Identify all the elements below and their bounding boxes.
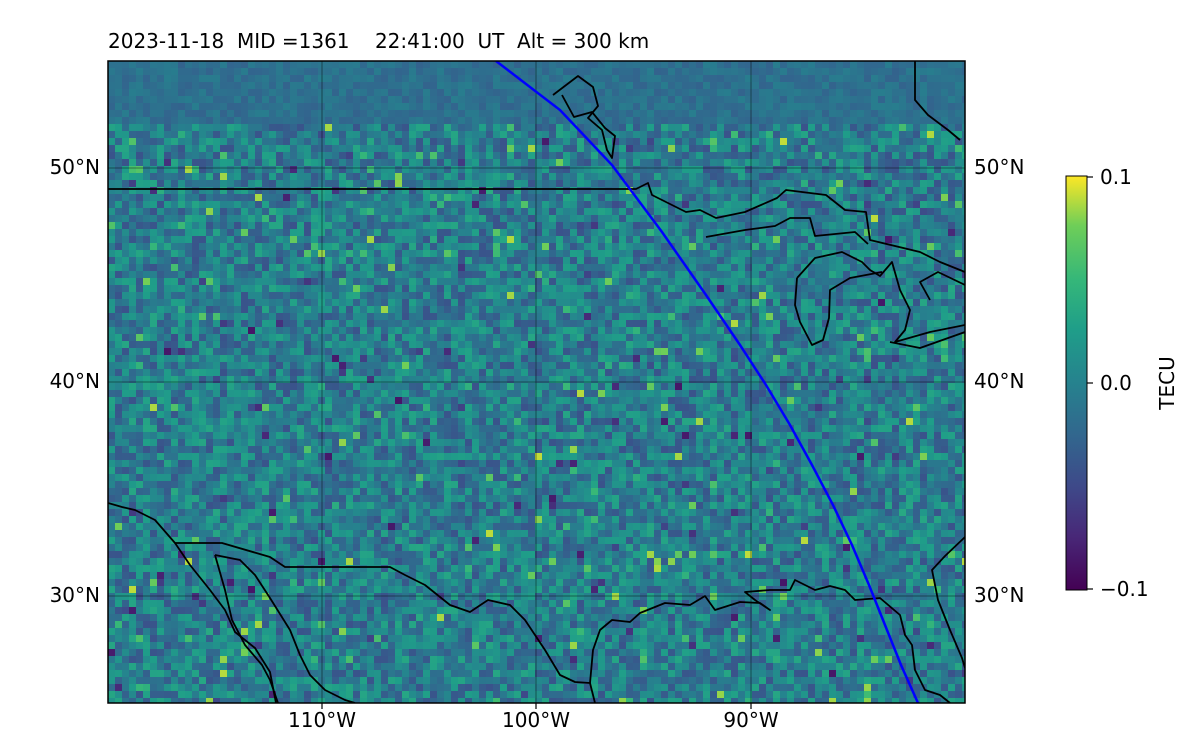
colorbar-tick-zero: 0.0 — [1100, 371, 1132, 395]
axis-ticks — [321, 703, 752, 709]
satellite-track — [495, 61, 920, 703]
tec-heatmap — [108, 61, 965, 703]
map-title: 2023-11-18 MID =1361 22:41:00 UT Alt = 3… — [108, 29, 650, 53]
colorbar-ticks — [1087, 176, 1093, 590]
map-gridlines — [108, 61, 965, 703]
lat-label-40n-left: 40°N — [49, 369, 100, 393]
lat-label-50n-left: 50°N — [49, 155, 100, 179]
colorbar-tick-min: −0.1 — [1100, 577, 1149, 601]
lon-label-100w: 100°W — [502, 708, 570, 732]
colorbar-tick-max: 0.1 — [1100, 165, 1132, 189]
colorbar-label: TECU — [1155, 356, 1179, 410]
lon-label-90w: 90°W — [723, 708, 779, 732]
coastlines-borders — [108, 61, 965, 703]
lon-label-110w: 110°W — [288, 708, 356, 732]
colorbar — [1065, 175, 1088, 591]
lat-label-50n-right: 50°N — [974, 155, 1025, 179]
lat-label-30n-right: 30°N — [974, 583, 1025, 607]
lat-label-40n-right: 40°N — [974, 369, 1025, 393]
lat-label-30n-left: 30°N — [49, 583, 100, 607]
